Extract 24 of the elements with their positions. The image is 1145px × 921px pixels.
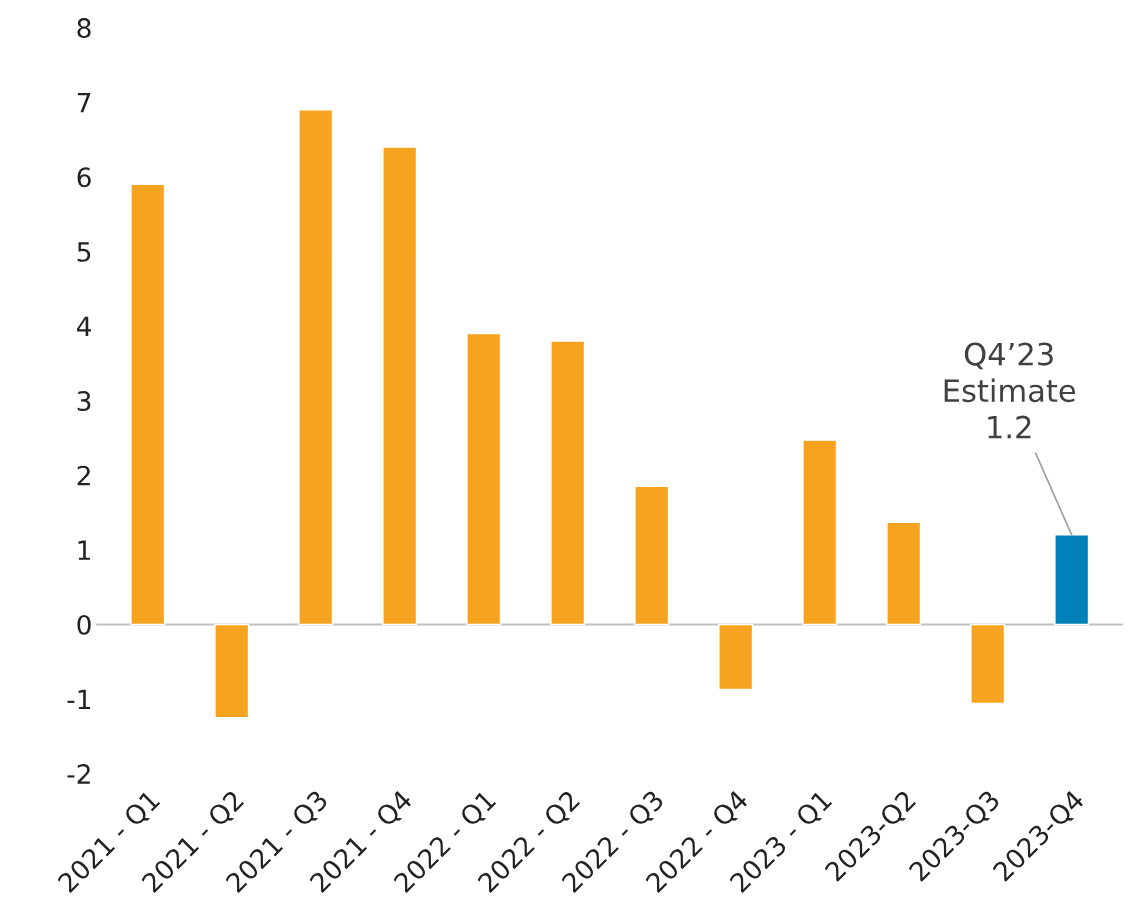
y-tick-label: 3 (77, 391, 91, 412)
annotation: Q4’23 Estimate 1.2 (944, 342, 1076, 439)
bar (550, 340, 586, 626)
y-tick-label: 7 (77, 93, 91, 113)
bar (802, 439, 838, 626)
y-tick-label: 8 (77, 18, 91, 39)
bar (382, 146, 418, 626)
y-tick-label: -1 (67, 689, 91, 710)
bar (466, 332, 502, 626)
y-tick-label: 4 (76, 316, 91, 337)
bar (634, 485, 670, 626)
bar (298, 108, 334, 626)
y-tick-label: 5 (77, 242, 91, 262)
y-tick-label: 1 (78, 540, 91, 560)
y-tick-label: 0 (77, 614, 91, 635)
y-tick-label: 6 (77, 167, 91, 188)
bar (886, 521, 922, 626)
y-tick-label: -2 (67, 764, 90, 784)
bar (1054, 534, 1090, 626)
y-tick-label: 2 (77, 465, 90, 486)
bar (214, 623, 250, 719)
bar (718, 623, 754, 691)
bar (130, 183, 166, 626)
bar (970, 623, 1006, 705)
